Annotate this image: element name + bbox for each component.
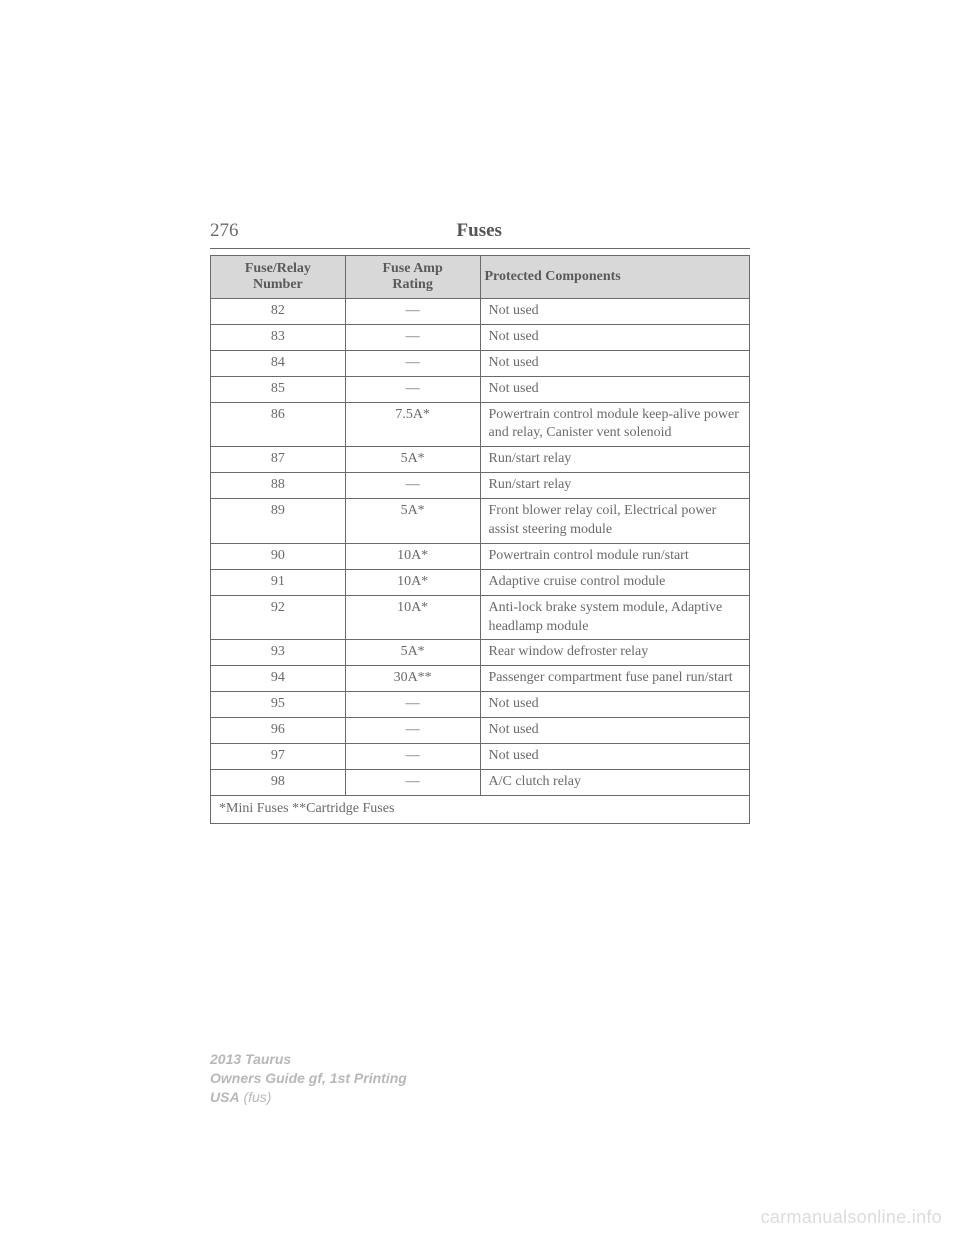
cell-component: Adaptive cruise control module: [480, 569, 750, 595]
cell-amp-rating: —: [345, 769, 480, 795]
cell-amp-rating: —: [345, 350, 480, 376]
cell-fuse-number: 96: [211, 718, 346, 744]
cell-component: Powertrain control module run/start: [480, 543, 750, 569]
col-header-amp: Fuse Amp Rating: [345, 256, 480, 299]
cell-amp-rating: —: [345, 376, 480, 402]
cell-fuse-number: 85: [211, 376, 346, 402]
cell-amp-rating: 10A*: [345, 595, 480, 640]
cell-fuse-number: 95: [211, 692, 346, 718]
table-row: 9110A*Adaptive cruise control module: [211, 569, 750, 595]
cell-amp-rating: 10A*: [345, 569, 480, 595]
table-row: 83—Not used: [211, 324, 750, 350]
cell-amp-rating: 5A*: [345, 640, 480, 666]
table-row: 84—Not used: [211, 350, 750, 376]
cell-amp-rating: —: [345, 718, 480, 744]
cell-amp-rating: —: [345, 692, 480, 718]
cell-fuse-number: 83: [211, 324, 346, 350]
footer-region: USA (fus): [210, 1088, 407, 1107]
cell-component: Not used: [480, 718, 750, 744]
table-row: 95—Not used: [211, 692, 750, 718]
table-row: 9010A*Powertrain control module run/star…: [211, 543, 750, 569]
cell-component: Run/start relay: [480, 473, 750, 499]
footer-guide: Owners Guide gf, 1st Printing: [210, 1069, 407, 1088]
table-row: 9210A*Anti-lock brake system module, Ada…: [211, 595, 750, 640]
cell-component: Run/start relay: [480, 447, 750, 473]
cell-component: Not used: [480, 692, 750, 718]
cell-component: Not used: [480, 324, 750, 350]
cell-amp-rating: 5A*: [345, 499, 480, 544]
cell-fuse-number: 86: [211, 402, 346, 447]
table-row: 96—Not used: [211, 718, 750, 744]
table-footnote: *Mini Fuses **Cartridge Fuses: [211, 795, 750, 823]
cell-fuse-number: 91: [211, 569, 346, 595]
cell-fuse-number: 88: [211, 473, 346, 499]
cell-component: Not used: [480, 299, 750, 325]
table-header-row: Fuse/Relay Number Fuse Amp Rating Protec…: [211, 256, 750, 299]
table-row: 867.5A*Powertrain control module keep-al…: [211, 402, 750, 447]
cell-amp-rating: 10A*: [345, 543, 480, 569]
table-row: 85—Not used: [211, 376, 750, 402]
cell-amp-rating: —: [345, 299, 480, 325]
table-row: 82—Not used: [211, 299, 750, 325]
cell-amp-rating: —: [345, 744, 480, 770]
cell-fuse-number: 90: [211, 543, 346, 569]
footer-model: 2013 Taurus: [210, 1050, 407, 1069]
manual-page: 276 Fuses Fuse/Relay Number Fuse Amp Rat…: [0, 0, 960, 824]
table-row: 895A*Front blower relay coil, Electrical…: [211, 499, 750, 544]
cell-component: Not used: [480, 350, 750, 376]
cell-amp-rating: 5A*: [345, 447, 480, 473]
cell-fuse-number: 89: [211, 499, 346, 544]
cell-component: A/C clutch relay: [480, 769, 750, 795]
fuse-table: Fuse/Relay Number Fuse Amp Rating Protec…: [210, 255, 750, 824]
cell-fuse-number: 87: [211, 447, 346, 473]
col-header-number: Fuse/Relay Number: [211, 256, 346, 299]
cell-fuse-number: 94: [211, 666, 346, 692]
cell-component: Not used: [480, 376, 750, 402]
table-row: 98—A/C clutch relay: [211, 769, 750, 795]
cell-amp-rating: —: [345, 473, 480, 499]
cell-amp-rating: 7.5A*: [345, 402, 480, 447]
footer-block: 2013 Taurus Owners Guide gf, 1st Printin…: [210, 1050, 407, 1107]
watermark-text: carmanualsonline.info: [761, 1207, 942, 1228]
cell-fuse-number: 98: [211, 769, 346, 795]
col-header-components: Protected Components: [480, 256, 750, 299]
page-number: 276: [210, 220, 239, 242]
table-footnote-row: *Mini Fuses **Cartridge Fuses: [211, 795, 750, 823]
cell-fuse-number: 84: [211, 350, 346, 376]
page-title: Fuses: [239, 220, 751, 242]
table-row: 88—Run/start relay: [211, 473, 750, 499]
cell-component: Front blower relay coil, Electrical powe…: [480, 499, 750, 544]
cell-fuse-number: 92: [211, 595, 346, 640]
cell-component: Rear window defroster relay: [480, 640, 750, 666]
table-row: 97—Not used: [211, 744, 750, 770]
cell-component: Not used: [480, 744, 750, 770]
cell-fuse-number: 97: [211, 744, 346, 770]
table-row: 9430A**Passenger compartment fuse panel …: [211, 666, 750, 692]
cell-fuse-number: 82: [211, 299, 346, 325]
table-row: 875A*Run/start relay: [211, 447, 750, 473]
cell-component: Passenger compartment fuse panel run/sta…: [480, 666, 750, 692]
cell-component: Powertrain control module keep-alive pow…: [480, 402, 750, 447]
cell-amp-rating: 30A**: [345, 666, 480, 692]
cell-amp-rating: —: [345, 324, 480, 350]
table-body: 82—Not used83—Not used84—Not used85—Not …: [211, 299, 750, 824]
cell-fuse-number: 93: [211, 640, 346, 666]
page-header: 276 Fuses: [210, 220, 750, 249]
cell-component: Anti-lock brake system module, Adaptive …: [480, 595, 750, 640]
table-row: 935A*Rear window defroster relay: [211, 640, 750, 666]
